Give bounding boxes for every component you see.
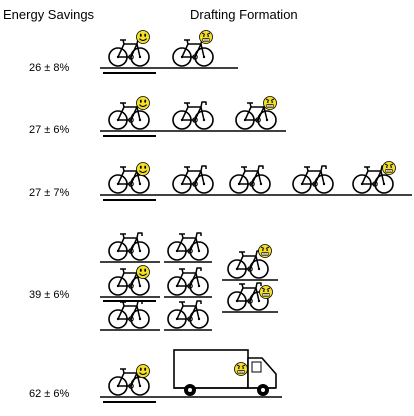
bicycle-icon	[167, 300, 209, 329]
formation-row-4	[100, 232, 278, 331]
energy-saving-row-2: 27 ± 6%	[29, 124, 70, 136]
bicycle-icon	[108, 232, 150, 261]
bicycle-icon	[167, 232, 209, 261]
bicycle-icon	[108, 300, 150, 329]
drafting-formation-header: Drafting Formation	[190, 7, 298, 22]
truck-icon	[173, 349, 277, 396]
grumpy-face-icon	[258, 244, 272, 258]
formation-row-1	[100, 30, 238, 74]
smiley-face-icon	[136, 30, 150, 44]
formation-row-5	[100, 349, 282, 403]
energy-saving-row-4: 39 ± 6%	[29, 289, 70, 301]
smiley-face-icon	[136, 96, 150, 110]
grumpy-face-icon	[382, 161, 396, 175]
energy-saving-row-1: 26 ± 8%	[29, 62, 70, 74]
formation-row-2	[100, 96, 286, 137]
grumpy-face-icon	[199, 30, 213, 44]
energy-savings-header: Energy Savings	[3, 7, 95, 22]
energy-saving-row-5: 62 ± 6%	[29, 388, 70, 400]
smiley-face-icon	[136, 265, 150, 279]
bicycle-icon	[172, 101, 214, 130]
bicycle-icon	[172, 165, 214, 194]
formation-row-3	[100, 161, 412, 201]
smiley-face-icon	[136, 364, 150, 378]
energy-saving-row-3: 27 ± 7%	[29, 187, 70, 199]
grumpy-face-icon	[259, 285, 273, 299]
grumpy-face-icon	[263, 96, 277, 110]
smiley-face-icon	[136, 162, 150, 176]
bicycle-icon	[292, 165, 334, 194]
bicycle-icon	[167, 267, 209, 296]
bicycle-icon	[229, 165, 271, 194]
